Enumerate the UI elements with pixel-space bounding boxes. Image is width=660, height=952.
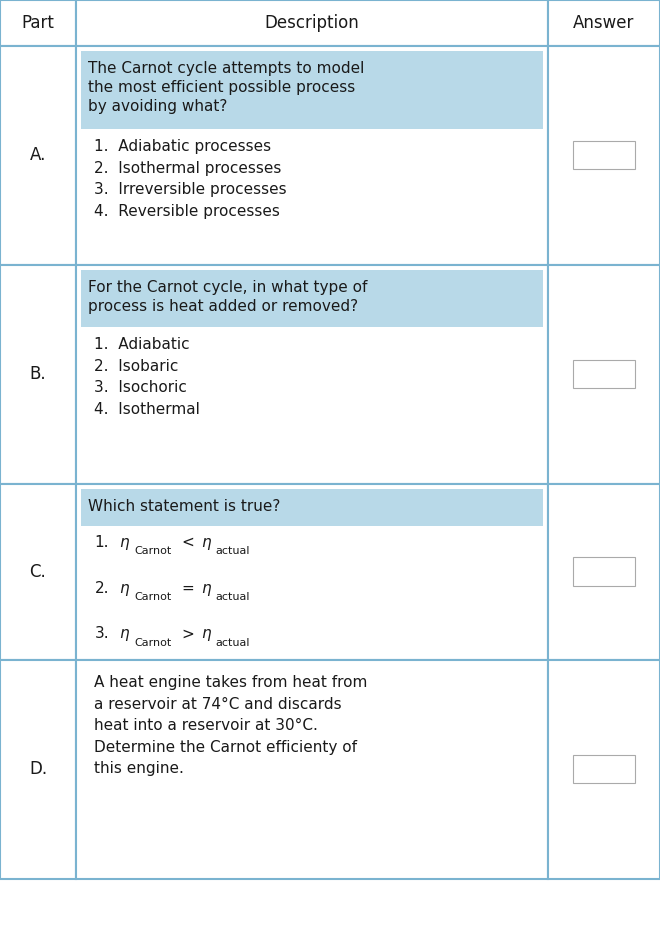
Text: Carnot: Carnot <box>134 546 171 557</box>
Text: B.: B. <box>30 366 46 383</box>
Text: 1.  Adiabatic processes
2.  Isothermal processes
3.  Irreversible processes
4.  : 1. Adiabatic processes 2. Isothermal pro… <box>94 139 287 219</box>
Bar <box>76 46 548 265</box>
Text: actual: actual <box>216 546 250 557</box>
Bar <box>0 265 76 484</box>
Bar <box>548 265 660 484</box>
Bar <box>572 755 635 783</box>
Text: The Carnot cycle attempts to model
the most efficient possible process
by avoidi: The Carnot cycle attempts to model the m… <box>88 61 364 114</box>
Bar <box>572 360 635 388</box>
Text: 3.: 3. <box>94 626 109 642</box>
Text: >: > <box>182 626 194 642</box>
Bar <box>81 51 543 129</box>
Text: Answer: Answer <box>574 14 634 31</box>
Bar <box>0 46 76 265</box>
Bar <box>81 270 543 327</box>
Text: <: < <box>182 535 194 550</box>
Bar <box>548 660 660 879</box>
Bar <box>572 141 635 169</box>
Bar <box>76 265 548 484</box>
Text: For the Carnot cycle, in what type of
process is heat added or removed?: For the Carnot cycle, in what type of pr… <box>88 280 367 314</box>
Text: =: = <box>182 581 194 596</box>
Text: actual: actual <box>216 592 250 603</box>
Bar <box>0 660 76 879</box>
Text: η: η <box>119 626 129 642</box>
Text: 2.: 2. <box>94 581 109 596</box>
Text: Part: Part <box>22 14 54 31</box>
Bar <box>76 484 548 660</box>
Text: η: η <box>119 581 129 596</box>
Bar <box>81 489 543 526</box>
Bar <box>548 0 660 46</box>
Text: 1.  Adiabatic
2.  Isobaric
3.  Isochoric
4.  Isothermal: 1. Adiabatic 2. Isobaric 3. Isochoric 4.… <box>94 337 200 417</box>
Bar <box>572 558 635 586</box>
Text: actual: actual <box>216 638 250 648</box>
Bar <box>548 484 660 660</box>
Bar <box>76 660 548 879</box>
Text: A.: A. <box>30 147 46 164</box>
Text: Description: Description <box>265 14 359 31</box>
Bar <box>0 0 76 46</box>
Text: D.: D. <box>29 761 47 778</box>
Text: η: η <box>201 535 211 550</box>
Text: η: η <box>119 535 129 550</box>
Bar <box>0 484 76 660</box>
Bar <box>548 46 660 265</box>
Text: η: η <box>201 581 211 596</box>
Text: η: η <box>201 626 211 642</box>
Text: Which statement is true?: Which statement is true? <box>88 499 280 514</box>
Text: 1.: 1. <box>94 535 109 550</box>
Text: Carnot: Carnot <box>134 638 171 648</box>
Text: C.: C. <box>30 563 46 581</box>
Bar <box>76 0 548 46</box>
Text: Carnot: Carnot <box>134 592 171 603</box>
Text: A heat engine takes from heat from
a reservoir at 74°C and discards
heat into a : A heat engine takes from heat from a res… <box>94 675 368 777</box>
